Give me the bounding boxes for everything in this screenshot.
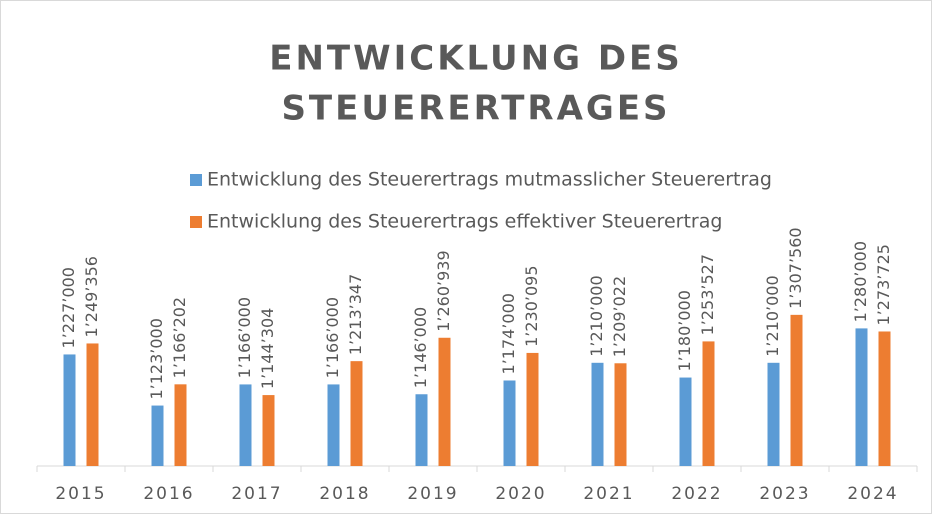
- chart-title: ENTWICKLUNG DES: [269, 39, 683, 79]
- legend-swatch: [190, 216, 202, 228]
- data-label: 1’180’000: [675, 290, 694, 371]
- data-label: 1’249’356: [82, 256, 101, 337]
- bar: [350, 361, 363, 466]
- bar: [790, 314, 803, 466]
- data-label: 1’307’560: [786, 227, 805, 308]
- bar: [503, 380, 516, 466]
- data-label: 1’273’725: [874, 244, 893, 325]
- bar: [262, 395, 275, 466]
- data-label: 1’253’527: [698, 254, 717, 335]
- data-label: 1’123’000: [147, 318, 166, 399]
- legend-label: Entwicklung des Steuerertrags mutmasslic…: [207, 169, 772, 191]
- bar: [878, 331, 891, 466]
- bar: [702, 341, 715, 466]
- data-label: 1’166’202: [170, 297, 189, 378]
- x-tick-label: 2016: [143, 484, 194, 504]
- x-tick-label: 2015: [55, 484, 106, 504]
- data-label: 1’280’000: [851, 241, 870, 322]
- x-tick-label: 2019: [407, 484, 458, 504]
- bar: [174, 384, 187, 466]
- x-tick-label: 2023: [759, 484, 810, 504]
- x-tick-label: 2020: [495, 484, 546, 504]
- data-label: 1’209’022: [610, 276, 629, 357]
- x-tick-label: 2021: [583, 484, 634, 504]
- data-label: 1’166’000: [235, 297, 254, 378]
- legend-swatch: [190, 174, 202, 186]
- bar: [151, 405, 164, 466]
- bar: [767, 362, 780, 466]
- bar: [86, 343, 99, 466]
- bar: [239, 384, 252, 466]
- data-label: 1’166’000: [323, 297, 342, 378]
- data-label: 1’227’000: [59, 267, 78, 348]
- legend-label: Entwicklung des Steuerertrags effektiver…: [207, 211, 722, 233]
- data-label: 1’213’347: [346, 274, 365, 355]
- bar: [526, 352, 539, 466]
- data-label: 1’146’000: [411, 307, 430, 388]
- data-label: 1’144’304: [258, 308, 277, 389]
- bar: [438, 337, 451, 466]
- bar: [614, 363, 627, 466]
- data-label: 1’260’939: [434, 250, 453, 331]
- chart-title: STEUERERTRAGES: [281, 89, 670, 129]
- bar: [591, 362, 604, 466]
- x-tick-label: 2018: [319, 484, 370, 504]
- data-label: 1’210’000: [763, 275, 782, 356]
- data-label: 1’174’000: [499, 293, 518, 374]
- bar: [415, 394, 428, 466]
- x-tick-label: 2022: [671, 484, 722, 504]
- bar: [679, 377, 692, 466]
- bar: [327, 384, 340, 466]
- bar: [63, 354, 76, 466]
- x-tick-label: 2024: [847, 484, 898, 504]
- x-tick-label: 2017: [231, 484, 282, 504]
- data-label: 1’210’000: [587, 275, 606, 356]
- bar: [855, 328, 868, 466]
- data-label: 1’230’095: [522, 265, 541, 346]
